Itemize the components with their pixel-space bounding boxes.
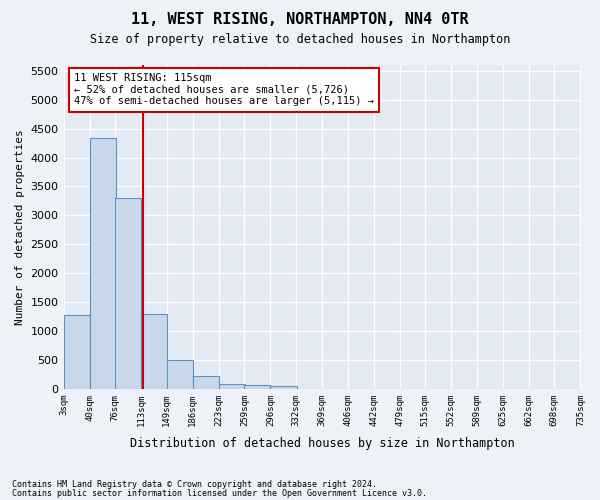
Bar	[115, 198, 141, 389]
Text: Contains HM Land Registry data © Crown copyright and database right 2024.: Contains HM Land Registry data © Crown c…	[12, 480, 377, 489]
Bar	[271, 386, 296, 389]
Text: 11 WEST RISING: 115sqm
← 52% of detached houses are smaller (5,726)
47% of semi-: 11 WEST RISING: 115sqm ← 52% of detached…	[74, 73, 374, 106]
Text: 11, WEST RISING, NORTHAMPTON, NN4 0TR: 11, WEST RISING, NORTHAMPTON, NN4 0TR	[131, 12, 469, 28]
Bar	[89, 138, 116, 389]
Bar	[219, 384, 245, 389]
Bar	[141, 314, 167, 389]
X-axis label: Distribution of detached houses by size in Northampton: Distribution of detached houses by size …	[130, 437, 514, 450]
Bar	[244, 386, 271, 389]
Text: Size of property relative to detached houses in Northampton: Size of property relative to detached ho…	[90, 32, 510, 46]
Y-axis label: Number of detached properties: Number of detached properties	[15, 129, 25, 325]
Text: Contains public sector information licensed under the Open Government Licence v3: Contains public sector information licen…	[12, 488, 427, 498]
Bar	[167, 360, 193, 389]
Bar	[193, 376, 219, 389]
Bar	[64, 316, 89, 389]
